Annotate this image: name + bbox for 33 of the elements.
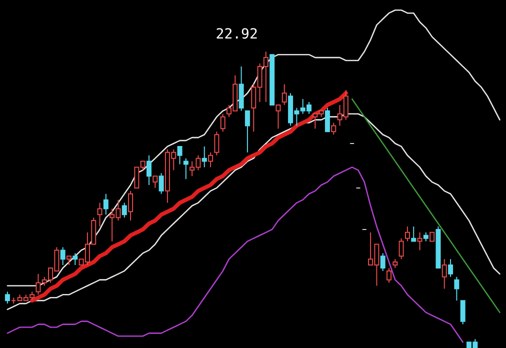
candlestick — [214, 131, 220, 156]
candlestick — [146, 154, 152, 186]
candlestick — [442, 258, 447, 290]
candlestick — [448, 258, 454, 278]
candlestick — [411, 226, 416, 242]
candlestick — [386, 267, 392, 284]
text: 22.92 — [216, 26, 258, 43]
candlestick — [398, 238, 404, 260]
candlestick — [4, 291, 10, 304]
candlestick — [244, 110, 250, 153]
candlestick — [454, 276, 460, 302]
candlestick — [60, 246, 66, 266]
candlestick — [103, 193, 108, 216]
candlestick — [202, 146, 207, 168]
candlestick — [324, 107, 330, 132]
candlestick — [158, 172, 164, 194]
candlestick — [404, 226, 410, 242]
candlestick — [128, 190, 134, 222]
candlestick — [97, 202, 102, 227]
candlestick — [417, 232, 422, 251]
candlestick — [220, 113, 226, 132]
candlestick — [183, 158, 188, 180]
candlestick — [122, 202, 127, 218]
candlestick — [331, 122, 336, 136]
candlestick — [460, 300, 466, 325]
candlestick — [276, 104, 281, 130]
candlestick — [380, 252, 386, 272]
candlestick — [238, 66, 244, 112]
candlestick — [152, 176, 158, 188]
candlestick — [282, 84, 287, 106]
candlestick — [177, 146, 182, 165]
candlestick — [208, 152, 214, 168]
candlestick — [72, 252, 78, 266]
